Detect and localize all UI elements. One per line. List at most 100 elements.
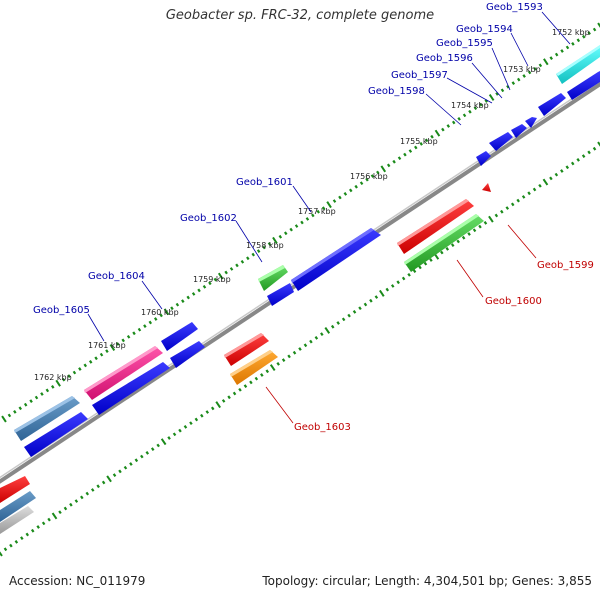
- gene-label-geob-1595[interactable]: Geob_1595: [436, 38, 493, 49]
- gene-rev-arrow[interactable]: [404, 214, 484, 272]
- major-tick: [1, 415, 7, 423]
- minor-tick: [581, 154, 586, 158]
- minor-tick: [213, 277, 218, 282]
- minor-tick: [23, 402, 28, 407]
- gene-geob-1593-arrow[interactable]: [556, 45, 600, 84]
- gene-geob-1605-arrow[interactable]: [84, 346, 163, 400]
- minor-tick: [229, 267, 234, 271]
- major-tick: [109, 344, 116, 352]
- tick-label: 1752 kbp: [552, 28, 590, 37]
- tick-label: 1761 kbp: [88, 341, 126, 350]
- minor-tick: [457, 117, 461, 121]
- minor-tick: [554, 172, 559, 177]
- minor-tick: [63, 506, 68, 511]
- minor-tick: [143, 324, 147, 328]
- minor-tick: [112, 473, 117, 477]
- label-leaders: [87, 11, 571, 342]
- gene-label-geob-1596[interactable]: Geob_1596: [416, 53, 473, 64]
- gene-geob-1599-arrow[interactable]: [482, 183, 491, 192]
- gene-label-geob-1602[interactable]: Geob_1602: [180, 213, 237, 224]
- minor-tick: [549, 56, 553, 61]
- tick-label: 1758 kbp: [246, 241, 284, 250]
- gene-label-geob-1604[interactable]: Geob_1604: [88, 271, 145, 282]
- gene-label-geob-1594[interactable]: Geob_1594: [456, 24, 513, 35]
- gene-geob-1594-arrow[interactable]: [538, 93, 566, 116]
- minor-tick: [72, 370, 77, 375]
- minor-tick: [414, 145, 418, 150]
- minor-tick: [191, 292, 196, 296]
- minor-tick: [118, 469, 122, 474]
- gene-geob-1597-arrow[interactable]: [489, 132, 513, 151]
- minor-tick: [284, 231, 288, 236]
- gene-geob-1601-arrow[interactable]: [291, 228, 381, 291]
- minor-tick: [369, 298, 373, 303]
- minor-tick: [570, 161, 575, 166]
- minor-tick: [40, 392, 44, 396]
- gene-fwd-arrow[interactable]: [24, 412, 88, 457]
- minor-tick: [500, 88, 505, 93]
- minor-tick: [396, 280, 400, 285]
- minor-tick: [576, 157, 580, 162]
- minor-tick: [495, 92, 499, 96]
- minor-tick: [80, 495, 84, 500]
- gene-label-geob-1593[interactable]: Geob_1593: [486, 2, 543, 13]
- major-tick: [434, 129, 441, 137]
- minor-tick: [516, 77, 521, 82]
- minor-tick: [423, 261, 428, 266]
- minor-tick: [354, 184, 358, 189]
- minor-tick: [521, 195, 526, 199]
- minor-tick: [30, 528, 35, 533]
- minor-tick: [385, 287, 390, 292]
- minor-tick: [305, 217, 310, 221]
- gene-fwd-arrow[interactable]: [14, 396, 80, 441]
- gene-label-geob-1600[interactable]: Geob_1600: [485, 296, 542, 307]
- gene-geob-1602-arrow[interactable]: [258, 265, 288, 291]
- gene-geob-1600-arrow[interactable]: [397, 199, 474, 254]
- gene-fwd-arrow[interactable]: [567, 71, 600, 100]
- gene-label-geob-1598[interactable]: Geob_1598: [368, 86, 425, 97]
- topology-text: Topology: circular; Length: 4,304,501 bp…: [262, 574, 592, 588]
- minor-tick: [430, 134, 434, 139]
- minor-tick: [473, 106, 478, 111]
- minor-tick: [359, 181, 364, 186]
- minor-tick: [167, 436, 171, 440]
- gene-rev-arrow[interactable]: [0, 476, 30, 503]
- minor-tick: [401, 276, 406, 281]
- minor-tick: [186, 295, 190, 300]
- gene-label-geob-1599[interactable]: Geob_1599: [537, 260, 594, 271]
- gene-fwd-arrow[interactable]: [92, 362, 170, 415]
- minor-tick: [592, 146, 597, 151]
- gene-geob-1604-arrow[interactable]: [161, 322, 205, 368]
- minor-tick: [137, 327, 142, 332]
- gene-rev-arrow[interactable]: [0, 491, 36, 522]
- major-tick: [272, 236, 278, 244]
- gene-geob-1595-arrow[interactable]: [525, 117, 537, 128]
- major-tick: [160, 438, 167, 446]
- minor-tick: [69, 502, 73, 507]
- major-tick: [326, 201, 332, 209]
- gene-label-geob-1605[interactable]: Geob_1605: [33, 305, 90, 316]
- minor-tick: [343, 192, 348, 196]
- gene-rev-arrow[interactable]: [230, 350, 278, 385]
- gene-geob-1603-arrow[interactable]: [224, 333, 269, 366]
- gene-label-geob-1603[interactable]: Geob_1603: [294, 422, 351, 433]
- tick-label: 1762 kbp: [34, 373, 72, 382]
- minor-tick: [392, 159, 396, 164]
- major-tick: [324, 326, 331, 334]
- minor-tick: [94, 356, 98, 361]
- major-tick: [163, 308, 170, 316]
- minor-tick: [224, 270, 228, 275]
- minor-tick: [170, 306, 174, 311]
- gene-rev-arrow[interactable]: [0, 506, 34, 534]
- gene-label-geob-1601[interactable]: Geob_1601: [236, 177, 293, 188]
- minor-tick: [565, 165, 570, 170]
- minor-tick: [240, 259, 245, 264]
- gene-label-geob-1597[interactable]: Geob_1597: [391, 70, 448, 81]
- minor-tick: [403, 152, 407, 157]
- gene-geob-1596-arrow[interactable]: [511, 124, 527, 138]
- minor-tick: [140, 454, 144, 459]
- gene-geob-1598-arrow[interactable]: [476, 151, 491, 166]
- minor-tick: [320, 332, 324, 337]
- gene-fwd-arrow[interactable]: [267, 283, 294, 306]
